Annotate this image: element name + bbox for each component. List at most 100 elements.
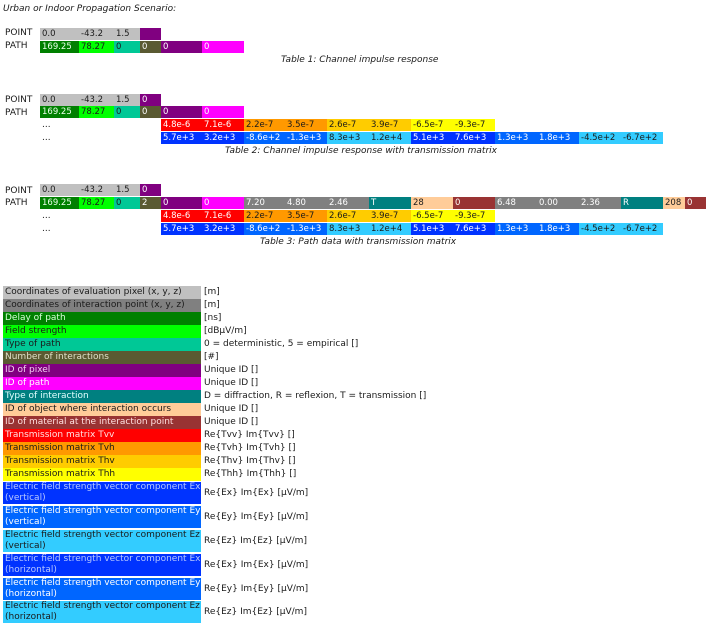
- t2-ey-v-im: -1.3e+3: [285, 132, 327, 144]
- legend-path-type-desc: 0 = deterministic, 5 = empirical []: [204, 339, 359, 349]
- legend-thv: Transmission matrix Thv: [3, 455, 201, 468]
- t3-point-x: 0.0: [40, 184, 79, 196]
- legend-object-id-desc: Unique ID []: [204, 404, 259, 414]
- t3-int2-y: 0.00: [537, 197, 579, 209]
- t2-point-label: POINT: [5, 95, 33, 105]
- t2-path-field: 78.27: [79, 106, 114, 118]
- t3-int2-z: 2.36: [579, 197, 621, 209]
- t3-thv-im: 3.9e-7: [369, 210, 411, 222]
- t3-tvh-im: 3.5e-7: [285, 210, 327, 222]
- t3-ey-h-re: 1.3e+3: [495, 223, 537, 235]
- t2-thh-re: -6.5e-7: [411, 119, 453, 131]
- legend-ez-vertical-desc: Re{Ez} Im{Ez} [µV/m]: [204, 536, 307, 546]
- t3-ey-v-re: -8.6e+2: [244, 223, 285, 235]
- legend-pixel-id: ID of pixel: [3, 364, 201, 377]
- legend-material-id: ID of material at the interaction point: [3, 416, 201, 429]
- t3-int1-type: T: [369, 197, 411, 209]
- t3-ex-h-re: 5.1e+3: [411, 223, 453, 235]
- t3-ez-v-re: 8.3e+3: [327, 223, 369, 235]
- legend-tvv-desc: Re{Tvv} Im{Tvv} []: [204, 430, 295, 440]
- t3-path-type: 0: [114, 197, 140, 209]
- table1-caption: Table 1: Channel impulse response: [281, 55, 439, 65]
- t1-path-delay: 169.25: [40, 41, 79, 53]
- legend-ex-horizontal: Electric field strength vector component…: [3, 554, 201, 576]
- t3-point-id: 0: [140, 184, 161, 196]
- t2-path-type: 0: [114, 106, 140, 118]
- t2-ex-v-re: 5.7e+3: [161, 132, 202, 144]
- legend-ez-horizontal-desc: Re{Ez} Im{Ez} [µV/m]: [204, 607, 307, 617]
- t3-thh-im: -9.3e-7: [453, 210, 495, 222]
- legend-ey-horizontal-desc: Re{Ey} Im{Ey} [µV/m]: [204, 584, 309, 594]
- t2-ex-v-im: 3.2e+3: [202, 132, 244, 144]
- legend-ey-horizontal: Electric field strength vector component…: [3, 578, 201, 600]
- t3-int2-type: R: [621, 197, 663, 209]
- legend-ez-horizontal: Electric field strength vector component…: [3, 601, 201, 623]
- t3-tvv-re: 4.8e-6: [161, 210, 202, 222]
- t2-ey-v-re: -8.6e+2: [244, 132, 285, 144]
- t2-path-delay: 169.25: [40, 106, 79, 118]
- legend-field-strength: Field strength: [3, 325, 201, 338]
- t3-int1-z: 2.46: [327, 197, 369, 209]
- t2-ex-h-re: 5.1e+3: [411, 132, 453, 144]
- t3-ez-h-re: -4.5e+2: [579, 223, 621, 235]
- t1-path-interactions: 0: [140, 41, 161, 53]
- legend-interactions: Number of interactions: [3, 351, 201, 364]
- t2-ez-h-re: -4.5e+2: [579, 132, 621, 144]
- legend-tvh-desc: Re{Tvh} Im{Tvh} []: [204, 443, 296, 453]
- legend-ey-vertical: Electric field strength vector component…: [3, 506, 201, 528]
- legend-ex-vertical: Electric field strength vector component…: [3, 482, 201, 504]
- t3-tvv-im: 7.1e-6: [202, 210, 244, 222]
- t3-point-label: POINT: [5, 186, 33, 196]
- t3-int1-x: 7.20: [244, 197, 285, 209]
- t2-tvh-im: 3.5e-7: [285, 119, 327, 131]
- t2-ey-h-re: 1.3e+3: [495, 132, 537, 144]
- t3-path-label: PATH: [5, 198, 28, 208]
- legend-tvv: Transmission matrix Tvv: [3, 429, 201, 442]
- t2-point-id: 0: [140, 94, 161, 106]
- legend-interaction-point-desc: [m]: [204, 300, 220, 310]
- t2-thv-im: 3.9e-7: [369, 119, 411, 131]
- legend-delay: Delay of path: [3, 312, 201, 325]
- t1-point-y: -43.2: [79, 28, 114, 40]
- legend-ez-vertical: Electric field strength vector component…: [3, 530, 201, 552]
- legend-object-id: ID of object where interaction occurs: [3, 403, 201, 416]
- legend-ex-vertical-desc: Re{Ex} Im{Ex} [µV/m]: [204, 488, 309, 498]
- t3-int2-material: 0: [685, 197, 706, 209]
- legend-path-id-desc: Unique ID []: [204, 378, 259, 388]
- t3-int1-y: 4.80: [285, 197, 327, 209]
- t2-point-y: -43.2: [79, 94, 114, 106]
- t3-ex-h-im: 7.6e+3: [453, 223, 495, 235]
- t3-path-delay: 169.25: [40, 197, 79, 209]
- t1-path-field: 78.27: [79, 41, 114, 53]
- t3-int2-x: 6.48: [495, 197, 537, 209]
- t3-thh-re: -6.5e-7: [411, 210, 453, 222]
- t2-ez-v-re: 8.3e+3: [327, 132, 369, 144]
- t3-dots-2: ...: [42, 224, 51, 234]
- legend-material-id-desc: Unique ID []: [204, 417, 259, 427]
- t3-path-interactions: 2: [140, 197, 161, 209]
- t3-ez-h-im: -6.7e+2: [621, 223, 663, 235]
- t3-path-id: 0: [202, 197, 244, 209]
- t2-tvh-re: 2.2e-7: [244, 119, 285, 131]
- t3-int2-object: 208: [663, 197, 685, 209]
- t2-thh-im: -9.3e-7: [453, 119, 495, 131]
- t3-int1-object: 28: [411, 197, 453, 209]
- t3-ey-v-im: -1.3e+3: [285, 223, 327, 235]
- t1-point-z: 1.5: [114, 28, 140, 40]
- legend-thh-desc: Re{Thh} Im{Thh} []: [204, 469, 297, 479]
- t1-point-label: POINT: [5, 28, 33, 38]
- legend-pixel-id-desc: Unique ID []: [204, 365, 259, 375]
- t2-point-x: 0.0: [40, 94, 79, 106]
- legend-eval-pixel: Coordinates of evaluation pixel (x, y, z…: [3, 286, 201, 299]
- t2-point-z: 1.5: [114, 94, 140, 106]
- t3-dots-1: ...: [42, 211, 51, 221]
- t1-path-type: 0: [114, 41, 140, 53]
- t2-ez-v-im: 1.2e+4: [369, 132, 411, 144]
- table2-caption: Table 2: Channel impulse response with t…: [225, 146, 497, 156]
- t3-int1-material: 0: [453, 197, 495, 209]
- legend-path-type: Type of path: [3, 338, 201, 351]
- t2-dots-1: ...: [42, 120, 51, 130]
- legend-delay-desc: [ns]: [204, 313, 222, 323]
- t3-ex-v-im: 3.2e+3: [202, 223, 244, 235]
- t3-point-z: 1.5: [114, 184, 140, 196]
